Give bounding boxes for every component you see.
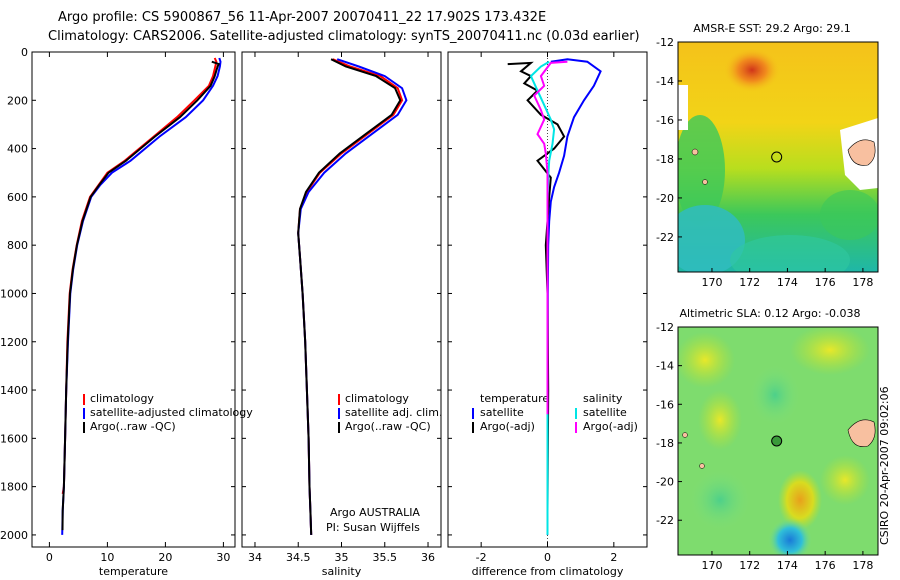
map-ytick-label-sst_map: -18 xyxy=(656,153,674,166)
xtick-label-salinity: 35.5 xyxy=(373,551,398,564)
map-xtick-label-sst_map: 178 xyxy=(852,276,873,289)
panel-frame-salinity xyxy=(241,51,442,548)
temp-legend-climatology: climatology xyxy=(90,392,154,405)
ytick-label-depth: 0 xyxy=(21,46,28,59)
map-ytick-label-sla_map: -16 xyxy=(656,398,674,411)
map-ytick-label-sst_map: -12 xyxy=(656,36,674,49)
ytick-label-depth: 800 xyxy=(7,239,28,252)
map-xtick-label-sla_map: 170 xyxy=(701,559,722,572)
map-ytick-label-sla_map: -22 xyxy=(656,514,674,527)
ytick-label-depth: 600 xyxy=(7,191,28,204)
map-ytick-label-sla_map: -18 xyxy=(656,437,674,450)
map-xtick-label-sst_map: 170 xyxy=(701,276,722,289)
sla-map-title: Altimetric SLA: 0.12 Argo: -0.038 xyxy=(680,307,861,320)
series-line-salinity-satellite-adj-clim- xyxy=(297,58,408,535)
sal-legend-argo: Argo(..raw -QC) xyxy=(345,420,431,433)
xtick-label-temperature: 30 xyxy=(216,551,230,564)
map-ytick-label-sla_map: -20 xyxy=(656,476,674,489)
argo-position-marker-sst_map xyxy=(771,151,783,163)
map-ytick-label-sla_map: -12 xyxy=(656,321,674,334)
map-ytick-label-sst_map: -16 xyxy=(656,114,674,127)
map-xtick-label-sla_map: 172 xyxy=(739,559,760,572)
map-ytick-label-sla_map: -14 xyxy=(656,360,674,373)
series-line-difference-temperature-satellite xyxy=(546,58,602,535)
figure-title-line-2: Climatology: CARS2006. Satellite-adjuste… xyxy=(48,29,640,44)
xlabel-difference: difference from climatology xyxy=(472,565,624,578)
sal-legend-climatology: climatology xyxy=(345,392,409,405)
map-xtick-label-sla_map: 176 xyxy=(815,559,836,572)
xtick-label-salinity: 35 xyxy=(335,551,349,564)
diff-legend-temp-argo: Argo(-adj) xyxy=(480,420,535,433)
xtick-label-difference: 0 xyxy=(544,551,551,564)
map-xtick-label-sla_map: 174 xyxy=(777,559,798,572)
panel-frame-temperature xyxy=(31,51,236,548)
figure-title-line-1: Argo profile: CS 5900867_56 11-Apr-2007 … xyxy=(58,10,547,25)
xtick-label-temperature: 10 xyxy=(100,551,114,564)
series-line-difference-temperature-argo-adj- xyxy=(507,61,566,511)
diff-legend-sal-satellite: satellite xyxy=(583,406,627,419)
pi-label: PI: Susan Wijffels xyxy=(326,521,420,534)
diff-legend-salinity-title: salinity xyxy=(583,392,623,405)
map-xtick-label-sst_map: 174 xyxy=(777,276,798,289)
temp-legend-argo: Argo(..raw -QC) xyxy=(90,420,176,433)
sst-map-field xyxy=(678,42,878,272)
map-xtick-label-sla_map: 178 xyxy=(852,559,873,572)
map-frame-sla_map xyxy=(677,326,879,556)
argo-australia-label: Argo AUSTRALIA xyxy=(330,506,420,519)
ytick-label-depth: 200 xyxy=(7,94,28,107)
ytick-label-depth: 1800 xyxy=(0,481,28,494)
xlabel-salinity: salinity xyxy=(322,565,362,578)
temp-legend-satellite: satellite-adjusted climatology xyxy=(90,406,253,419)
xtick-label-difference: -2 xyxy=(476,551,487,564)
series-line-salinity-argo-raw-qc- xyxy=(297,58,402,535)
diff-legend-temp-satellite: satellite xyxy=(480,406,524,419)
argo-position-marker-sla_map xyxy=(771,435,783,447)
ytick-label-depth: 400 xyxy=(7,143,28,156)
diff-legend-temperature-title: temperature xyxy=(480,392,549,405)
sal-legend-satellite: satellite adj. clim. xyxy=(345,406,442,419)
map-frame-sst_map xyxy=(677,41,879,273)
map-xtick-label-sst_map: 172 xyxy=(739,276,760,289)
diff-legend-sal-argo: Argo(-adj) xyxy=(583,420,638,433)
ytick-label-depth: 1600 xyxy=(0,432,28,445)
map-ytick-label-sst_map: -20 xyxy=(656,192,674,205)
map-xtick-label-sst_map: 176 xyxy=(815,276,836,289)
xtick-label-salinity: 34 xyxy=(248,551,262,564)
series-line-salinity-climatology xyxy=(297,58,404,535)
xtick-label-temperature: 0 xyxy=(46,551,53,564)
sst-map-title: AMSR-E SST: 29.2 Argo: 29.1 xyxy=(693,22,851,35)
ytick-label-depth: 1000 xyxy=(0,287,28,300)
xtick-label-salinity: 36 xyxy=(421,551,435,564)
series-line-temperature-satellite-adjusted-climatology xyxy=(61,57,222,535)
ytick-label-depth: 2000 xyxy=(0,529,28,542)
map-ytick-label-sst_map: -22 xyxy=(656,231,674,244)
xtick-label-salinity: 34.5 xyxy=(286,551,311,564)
map-ytick-label-sst_map: -14 xyxy=(656,75,674,88)
ytick-label-depth: 1200 xyxy=(0,336,28,349)
xtick-label-temperature: 20 xyxy=(158,551,172,564)
xtick-label-difference: 2 xyxy=(610,551,617,564)
series-line-difference-salinity-argo-adj- xyxy=(532,60,568,415)
xlabel-temperature: temperature xyxy=(99,565,168,578)
ytick-label-depth: 1400 xyxy=(0,384,28,397)
series-line-difference-salinity-satellite xyxy=(529,60,556,535)
series-line-temperature-argo-raw-qc- xyxy=(61,60,221,531)
